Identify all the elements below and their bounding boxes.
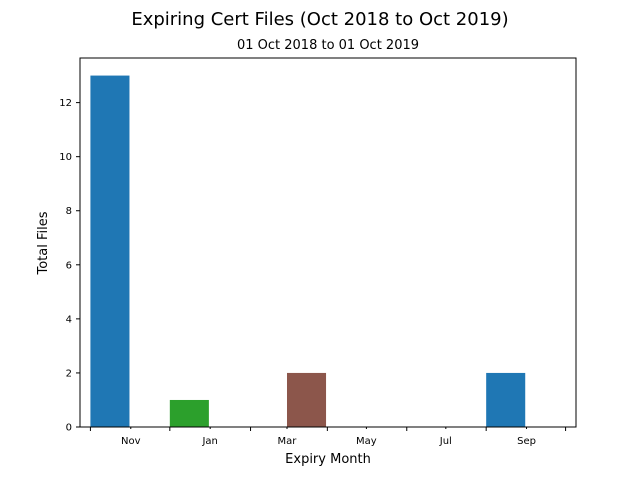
bar-0: [90, 75, 130, 428]
x-axis-label: Expiry Month: [285, 452, 371, 467]
bar-2: [286, 372, 327, 427]
x-axis-ticks: Nov Jan Mar May Jul Sep: [89, 427, 567, 447]
x-tick-label-5: Sep: [517, 436, 536, 447]
x-tick-label-4: Jul: [439, 436, 452, 447]
bars-group: [90, 75, 526, 428]
y-tick-label-4: 8: [66, 206, 72, 217]
chart-title: Expiring Cert Files (Oct 2018 to Oct 201…: [131, 9, 508, 30]
y-tick-label-1: 2: [66, 368, 72, 379]
bar-1: [169, 399, 209, 427]
y-tick-label-0: 0: [66, 423, 72, 434]
y-tick-label-5: 10: [59, 152, 72, 163]
y-axis-ticks: 0 2 4 6 8 10 12: [59, 98, 80, 434]
chart-subtitle: 01 Oct 2018 to 01 Oct 2019: [237, 38, 419, 53]
y-tick-label-6: 12: [59, 98, 72, 109]
y-tick-label-2: 4: [66, 314, 72, 325]
x-tick-label-0: Nov: [121, 436, 141, 447]
y-tick-label-3: 6: [66, 260, 72, 271]
x-tick-label-2: Mar: [278, 436, 298, 447]
x-tick-label-3: May: [356, 436, 377, 447]
plot-frame: [79, 57, 577, 428]
y-axis-label: Total Files: [36, 211, 51, 275]
bar-3: [486, 372, 526, 427]
x-tick-label-1: Jan: [201, 436, 217, 447]
